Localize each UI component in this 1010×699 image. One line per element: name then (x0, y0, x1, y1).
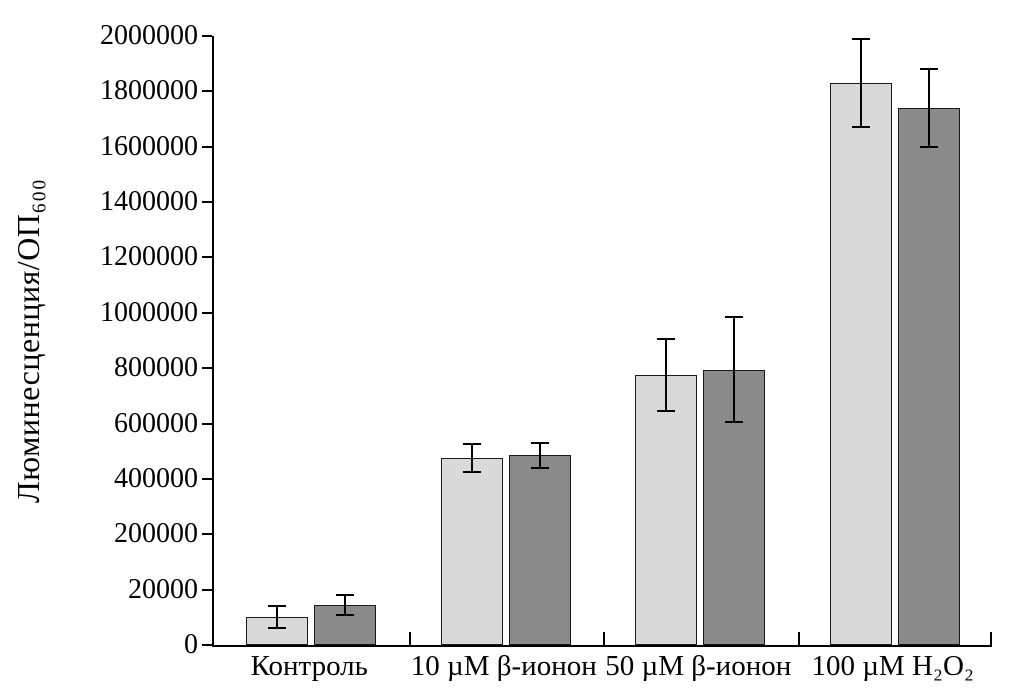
y-tick-mark (202, 256, 212, 259)
y-tick-mark (202, 588, 212, 591)
x-tick-mark (990, 632, 992, 645)
y-tick-label: 1400000 (100, 186, 198, 218)
error-bar-line (733, 316, 736, 423)
y-tick-label: 600000 (114, 407, 198, 439)
error-bar-line (859, 38, 862, 128)
y-tick-label: 1800000 (100, 75, 198, 107)
error-bar-cap-top (268, 605, 287, 608)
error-bar-cap-bottom (657, 410, 676, 413)
error-bar-cap-top (657, 338, 676, 341)
y-tick-mark (202, 367, 212, 370)
y-tick-label: 800000 (114, 352, 198, 384)
error-bar-cap-top (336, 594, 355, 597)
x-axis-labels: Контроль 10 µM β-ионон 50 µM β-ионон 100 µM… (212, 650, 990, 691)
error-bar-cap-bottom (530, 466, 549, 469)
error-bar-line (538, 442, 541, 468)
bar (897, 107, 960, 645)
x-tick-mark (408, 632, 411, 645)
y-tick-mark (202, 35, 212, 37)
y-tick-mark (202, 145, 212, 148)
y-tick-mark (202, 90, 212, 93)
y-tick-label: 20000 (128, 573, 198, 605)
error-bar-cap-top (530, 441, 549, 444)
error-bar-line (665, 339, 668, 412)
y-tick-mark (202, 311, 212, 314)
error-bar-cap-bottom (725, 421, 744, 424)
x-tick-mark (797, 632, 800, 645)
error-bar-cap-bottom (268, 627, 287, 630)
error-bar-cap-top (725, 315, 744, 318)
x-category-label: 100 µM H₂O₂ (811, 650, 975, 682)
y-tick-mark (202, 644, 212, 646)
error-bar-line (344, 595, 347, 615)
error-bar-cap-top (919, 68, 938, 71)
y-tick-label: 1600000 (100, 130, 198, 162)
error-bar-line (927, 69, 930, 147)
error-bar-cap-top (851, 37, 870, 40)
x-tick-mark (603, 632, 605, 645)
x-category-label: Контроль (250, 650, 368, 682)
y-tick-mark (202, 477, 212, 480)
x-category-label: 10 µM β-ионон (410, 650, 597, 682)
plot-area: 0 20000 200000 400000 600000 800000 1000000 120… (100, 22, 992, 659)
error-bar-cap-bottom (919, 145, 938, 148)
error-bar-cap-top (462, 443, 481, 446)
y-tick-label: 200000 (114, 518, 198, 550)
error-bar-cap-bottom (851, 126, 870, 129)
bar (440, 458, 503, 645)
y-tick-label: 1000000 (100, 296, 198, 328)
y-tick-label: 400000 (114, 462, 198, 494)
error-bar-cap-bottom (336, 613, 355, 616)
bar (829, 83, 892, 645)
error-bar-line (470, 444, 473, 472)
bar (635, 375, 698, 645)
y-tick-mark (202, 533, 212, 536)
y-axis-title: Люминесценция/ОП₆₀₀ (10, 178, 46, 503)
error-bar-line (276, 606, 279, 629)
y-tick-label: 1200000 (100, 241, 198, 273)
y-tick-label: 0 (184, 629, 198, 660)
error-bar-cap-bottom (462, 470, 481, 473)
x-category-label: 50 µM β-ионон (605, 650, 792, 682)
y-tick-mark (202, 201, 212, 204)
y-tick-label: 2000000 (100, 20, 198, 51)
bar (508, 455, 571, 645)
y-tick-mark (202, 422, 212, 425)
